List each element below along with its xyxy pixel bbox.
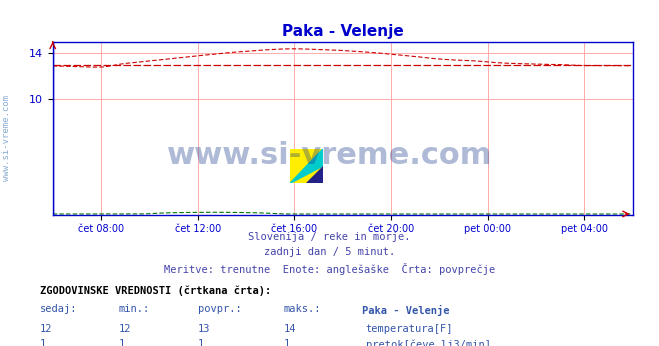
Text: 1: 1: [198, 339, 204, 346]
Text: 14: 14: [283, 324, 296, 334]
Title: Paka - Velenje: Paka - Velenje: [282, 24, 403, 39]
Polygon shape: [306, 166, 323, 183]
Polygon shape: [290, 149, 323, 183]
Text: ZGODOVINSKE VREDNOSTI (črtkana črta):: ZGODOVINSKE VREDNOSTI (črtkana črta):: [40, 285, 271, 296]
Text: www.si-vreme.com: www.si-vreme.com: [2, 95, 11, 181]
Text: 1: 1: [283, 339, 289, 346]
Text: povpr.:: povpr.:: [198, 304, 241, 315]
Text: 13: 13: [198, 324, 210, 334]
Text: Meritve: trenutne  Enote: anglešaške  Črta: povprečje: Meritve: trenutne Enote: anglešaške Črta…: [164, 263, 495, 275]
Text: 1: 1: [40, 339, 45, 346]
Text: pretok[čeve lj3/min]: pretok[čeve lj3/min]: [366, 339, 491, 346]
Text: zadnji dan / 5 minut.: zadnji dan / 5 minut.: [264, 247, 395, 257]
Text: 12: 12: [119, 324, 131, 334]
Text: sedaj:: sedaj:: [40, 304, 77, 315]
Text: 1: 1: [119, 339, 125, 346]
Text: maks.:: maks.:: [283, 304, 321, 315]
Text: Paka - Velenje: Paka - Velenje: [362, 304, 450, 316]
Text: 12: 12: [40, 324, 52, 334]
Polygon shape: [290, 149, 323, 183]
Text: min.:: min.:: [119, 304, 150, 315]
Text: temperatura[F]: temperatura[F]: [366, 324, 453, 334]
Text: Slovenija / reke in morje.: Slovenija / reke in morje.: [248, 232, 411, 242]
Text: www.si-vreme.com: www.si-vreme.com: [167, 141, 492, 170]
